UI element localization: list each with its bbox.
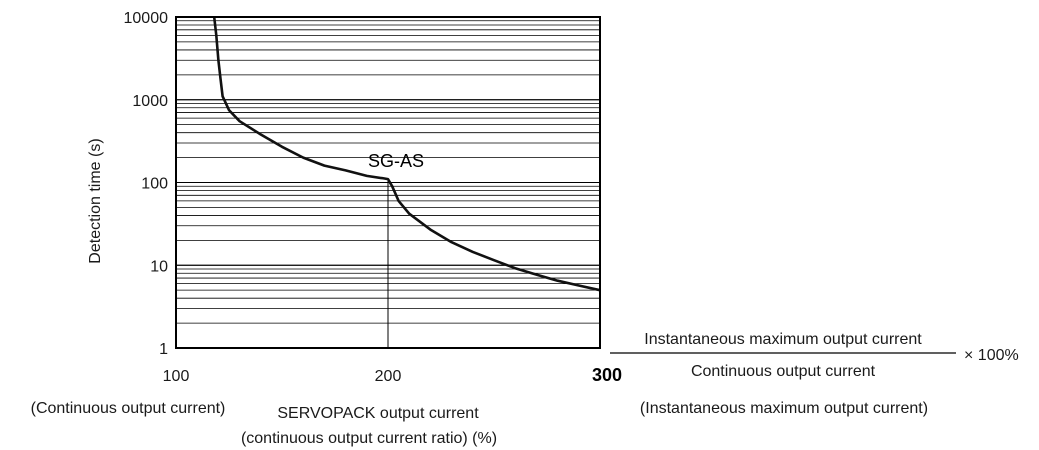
x-axis-label-line2: (continuous output current ratio) (%) [241,430,497,447]
x-tick-labels: 100 200 300 [163,365,622,385]
y-tick-labels: 1 10 100 1000 10000 [124,10,169,358]
y-tick-label: 10000 [124,10,169,27]
y-tick-label: 1000 [132,93,168,110]
x-tick-label: 100 [163,368,190,385]
x-axis-label: SERVOPACK output current [277,405,479,422]
series-label: SG-AS [368,151,424,171]
x-tick-note-right: (Instantaneous maximum output current) [640,400,928,417]
y-tick-label: 10 [150,258,168,275]
formula-suffix: × 100% [964,347,1019,364]
x-tick-note-left: (Continuous output current) [31,400,226,417]
x-tick-label: 200 [375,368,402,385]
formula-numerator: Instantaneous maximum output current [644,331,922,348]
formula-denominator: Continuous output current [691,363,876,380]
series-layer: SG-AS [214,17,600,290]
y-axis-label: Detection time (s) [87,138,104,263]
x-tick-label: 300 [592,365,622,385]
y-tick-label: 1 [159,341,168,358]
y-tick-label: 100 [141,176,168,193]
